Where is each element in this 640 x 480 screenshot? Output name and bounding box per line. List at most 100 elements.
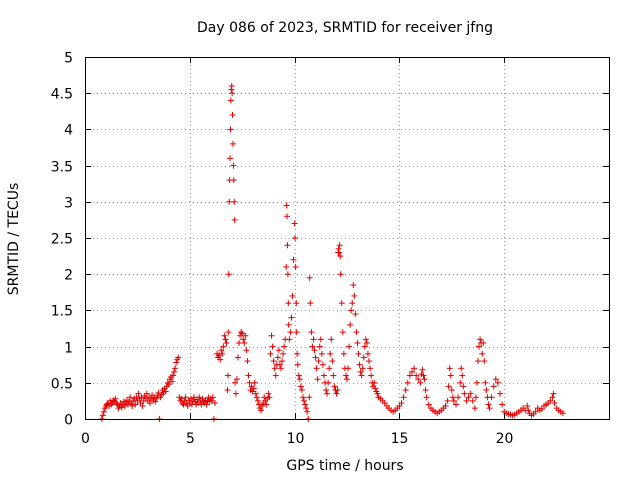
data-point: [551, 400, 558, 407]
data-point: [421, 376, 428, 383]
data-point: [344, 376, 350, 383]
data-point: [362, 336, 369, 343]
data-point: [224, 387, 231, 394]
data-point: [472, 394, 479, 401]
data-point: [240, 336, 247, 343]
data-point: [337, 253, 344, 260]
data-point: [173, 359, 180, 366]
data-point: [353, 329, 360, 336]
data-point: [458, 365, 465, 372]
data-point: [398, 400, 405, 407]
data-point: [224, 372, 231, 379]
data-point: [220, 343, 227, 350]
data-point: [417, 379, 424, 386]
data-point: [284, 213, 291, 220]
data-point: [463, 397, 470, 404]
data-point: [325, 379, 332, 386]
data-point: [449, 394, 456, 401]
data-point: [225, 329, 232, 336]
data-point: [271, 365, 278, 372]
data-point: [303, 405, 310, 412]
data-point: [227, 97, 234, 104]
data-point: [284, 242, 291, 249]
y-tick-label: 2: [64, 268, 73, 284]
data-point: [229, 111, 236, 118]
data-point: [324, 390, 331, 397]
y-tick-label: 5: [64, 51, 73, 67]
data-point: [243, 347, 250, 354]
data-point: [178, 395, 185, 402]
data-point: [208, 397, 215, 404]
data-point: [320, 372, 327, 379]
data-point: [334, 387, 341, 394]
grid: [85, 57, 609, 419]
data-point: [494, 379, 501, 386]
data-point: [351, 292, 358, 299]
data-point: [280, 350, 287, 357]
data-point: [367, 365, 374, 372]
data-point: [296, 376, 303, 383]
data-point: [227, 126, 234, 133]
data-point: [366, 358, 373, 365]
data-point: [476, 343, 483, 350]
data-point: [221, 332, 228, 339]
data-point: [121, 402, 128, 409]
data-point: [230, 162, 237, 169]
data-point: [138, 394, 145, 401]
data-point: [313, 365, 320, 372]
data-point: [171, 368, 178, 375]
data-point: [285, 300, 292, 307]
y-tick-label: 3: [64, 196, 73, 212]
data-point: [460, 383, 467, 390]
data-point: [308, 329, 315, 336]
data-point: [473, 379, 480, 386]
data-point: [310, 336, 317, 343]
data-point: [196, 394, 203, 401]
y-tick-label: 1.5: [51, 304, 73, 320]
data-point: [327, 350, 334, 357]
data-point: [302, 401, 309, 408]
data-point: [236, 339, 243, 346]
data-point: [312, 354, 319, 361]
data-point: [154, 392, 161, 399]
axis-ticks: 0 0.5 1 1.5 2 2.5 3 3.5 4 4.5 5 0 5 10 15 20: [51, 51, 609, 447]
data-point: [259, 402, 266, 409]
data-point: [356, 361, 363, 368]
data-point: [358, 372, 365, 379]
y-tick-label: 4: [64, 123, 73, 139]
data-point: [227, 155, 234, 162]
data-point: [411, 365, 418, 372]
data-point: [286, 336, 293, 343]
data-point: [361, 343, 368, 350]
data-point: [415, 376, 422, 383]
data-point: [425, 401, 432, 408]
data-point: [298, 387, 305, 394]
data-point: [331, 383, 338, 390]
data-point: [446, 365, 453, 372]
data-point: [450, 397, 457, 404]
data-point: [238, 329, 245, 336]
data-point: [547, 397, 554, 404]
data-point: [524, 402, 531, 409]
data-point: [233, 376, 240, 383]
data-point: [336, 249, 343, 256]
data-point: [222, 336, 229, 343]
data-point: [283, 202, 290, 209]
data-point: [216, 352, 223, 359]
data-point: [291, 220, 298, 227]
plot-frame: [85, 57, 610, 420]
data-point: [250, 385, 257, 392]
data-point: [477, 336, 484, 343]
data-point: [372, 385, 379, 392]
data-point: [490, 383, 497, 390]
data-point: [249, 388, 256, 395]
data-point: [268, 332, 275, 339]
data-point: [448, 387, 455, 394]
data-point: [164, 379, 171, 386]
y-axis-label: SRMTID / TECUs: [6, 183, 22, 296]
data-point: [100, 408, 107, 415]
data-point: [347, 321, 354, 328]
x-tick-label: 5: [186, 431, 195, 447]
data-point: [475, 358, 481, 365]
